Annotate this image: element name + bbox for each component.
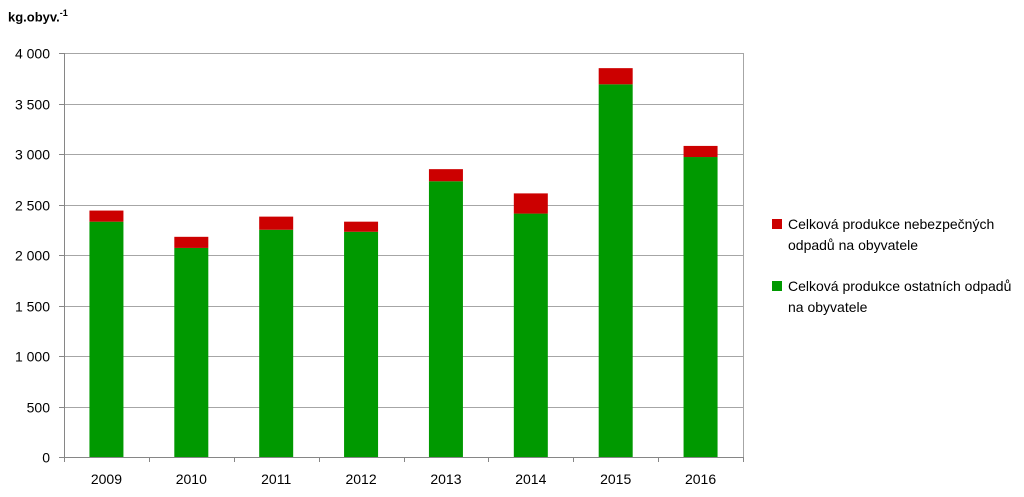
y-tick-label: 2 500 xyxy=(15,198,50,214)
bar-hazardous-waste-2016 xyxy=(683,145,718,158)
x-axis-ticks: 2009 2010 2011 2012 2013 2014 2015 2016 xyxy=(64,457,744,487)
legend: Celková produkce nebezpečných odpadů na … xyxy=(772,214,1022,338)
y-axis-unit-label: kg.obyv.-1 xyxy=(8,8,68,24)
legend-swatch-other xyxy=(772,281,782,291)
bar-hazardous-waste-2013 xyxy=(428,169,463,182)
y-tick-label: 2 000 xyxy=(15,248,50,264)
x-tick-label: 2012 xyxy=(345,471,376,487)
bar-other-waste-2009 xyxy=(89,221,124,457)
bar-other-waste-2012 xyxy=(344,231,379,457)
x-tick-label: 2009 xyxy=(91,471,122,487)
y-tick-label: 500 xyxy=(27,400,51,416)
bar-series xyxy=(89,68,718,457)
y-tick-label: 3 000 xyxy=(15,147,50,163)
y-tick-label: 0 xyxy=(42,450,50,466)
bar-other-waste-2014 xyxy=(513,213,548,457)
legend-item-hazardous: Celková produkce nebezpečných odpadů na … xyxy=(772,214,1022,256)
bar-hazardous-waste-2010 xyxy=(174,236,209,248)
y-tick-label: 1 000 xyxy=(15,349,50,365)
x-tick-label: 2011 xyxy=(261,471,291,487)
legend-item-other: Celková produkce ostatních odpadů na oby… xyxy=(772,276,1022,318)
y-axis-ticks: 0 500 1 000 1 500 2 000 2 500 3 000 3 500 4 000 xyxy=(15,46,64,466)
bar-hazardous-waste-2014 xyxy=(513,193,548,214)
bar-other-waste-2013 xyxy=(428,181,463,457)
x-tick-label: 2013 xyxy=(430,471,461,487)
y-tick-label: 4 000 xyxy=(15,46,50,62)
legend-swatch-hazardous xyxy=(772,219,782,229)
y-tick-label: 1 500 xyxy=(15,299,50,315)
x-tick-label: 2016 xyxy=(685,471,716,487)
bar-hazardous-waste-2015 xyxy=(598,68,633,85)
bar-other-waste-2010 xyxy=(174,247,209,457)
legend-label-hazardous: Celková produkce nebezpečných odpadů na … xyxy=(788,216,995,253)
y-axis-unit-superscript: -1 xyxy=(59,8,68,18)
y-axis-unit-text: kg.obyv. xyxy=(8,9,60,25)
bar-other-waste-2016 xyxy=(683,157,718,457)
x-tick-label: 2015 xyxy=(600,471,631,487)
bar-hazardous-waste-2012 xyxy=(344,221,379,232)
bar-other-waste-2015 xyxy=(598,84,633,457)
bar-hazardous-waste-2009 xyxy=(89,210,124,222)
gridlines xyxy=(64,53,744,457)
x-tick-label: 2010 xyxy=(176,471,207,487)
bar-hazardous-waste-2011 xyxy=(259,216,294,230)
legend-label-other: Celková produkce ostatních odpadů na oby… xyxy=(788,278,1012,315)
x-tick-label: 2014 xyxy=(515,471,546,487)
bar-other-waste-2011 xyxy=(259,229,294,457)
y-tick-label: 3 500 xyxy=(15,97,50,113)
